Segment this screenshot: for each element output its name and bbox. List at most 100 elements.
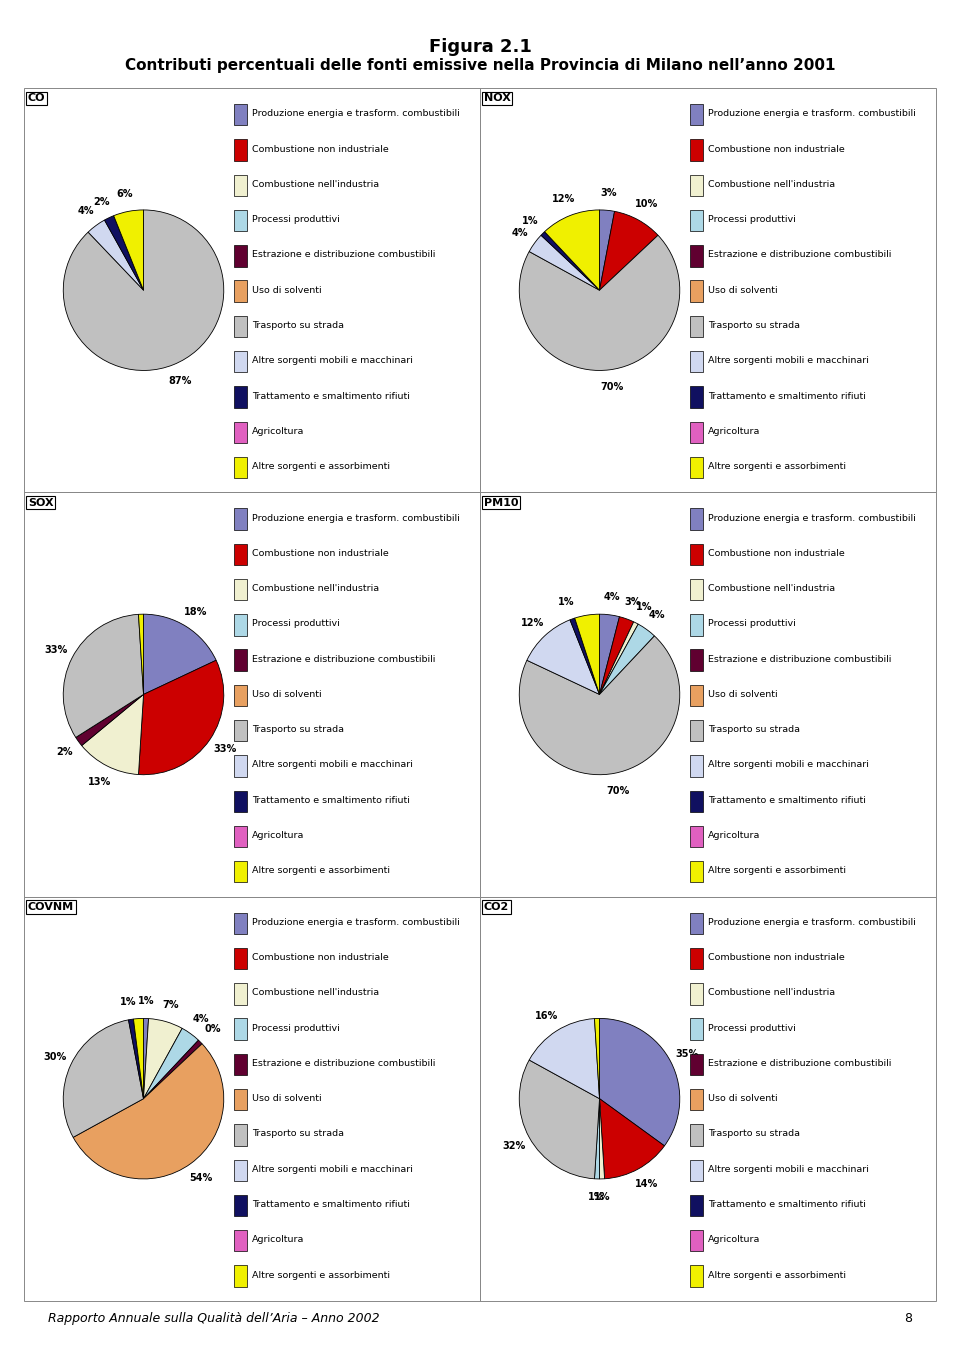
Wedge shape	[519, 635, 680, 775]
Text: 4%: 4%	[77, 206, 94, 217]
Text: Altre sorgenti mobili e macchinari: Altre sorgenti mobili e macchinari	[708, 356, 869, 366]
Text: SOX: SOX	[28, 497, 54, 508]
Wedge shape	[63, 1020, 144, 1137]
Text: Combustione non industriale: Combustione non industriale	[708, 953, 845, 962]
Wedge shape	[570, 618, 599, 694]
Text: Combustione nell'industria: Combustione nell'industria	[708, 584, 835, 593]
Wedge shape	[594, 1019, 600, 1099]
Bar	[689, 948, 703, 969]
Bar	[689, 1054, 703, 1075]
Text: Trasporto su strada: Trasporto su strada	[252, 725, 344, 734]
Wedge shape	[544, 210, 600, 290]
Bar	[689, 245, 703, 267]
Wedge shape	[527, 619, 599, 694]
Text: Altre sorgenti mobili e macchinari: Altre sorgenti mobili e macchinari	[708, 1165, 869, 1173]
Bar	[234, 280, 247, 302]
Text: Trattamento e smaltimento rifiuti: Trattamento e smaltimento rifiuti	[252, 392, 410, 401]
Text: 1%: 1%	[636, 602, 652, 612]
Text: 18%: 18%	[184, 607, 207, 617]
Bar	[689, 1089, 703, 1110]
Text: 70%: 70%	[607, 786, 630, 795]
Text: Estrazione e distribuzione combustibili: Estrazione e distribuzione combustibili	[252, 1058, 436, 1068]
Bar	[689, 1195, 703, 1217]
Text: 13%: 13%	[87, 776, 110, 787]
Text: Estrazione e distribuzione combustibili: Estrazione e distribuzione combustibili	[708, 1058, 892, 1068]
Text: Trattamento e smaltimento rifiuti: Trattamento e smaltimento rifiuti	[708, 795, 866, 805]
Text: Trasporto su strada: Trasporto su strada	[708, 725, 800, 734]
Bar	[234, 720, 247, 741]
Bar	[234, 140, 247, 161]
Text: 12%: 12%	[521, 618, 544, 629]
Bar	[234, 790, 247, 812]
Bar	[689, 1230, 703, 1252]
Bar	[689, 720, 703, 741]
Wedge shape	[105, 215, 144, 290]
Text: NOX: NOX	[484, 93, 511, 103]
Text: Trattamento e smaltimento rifiuti: Trattamento e smaltimento rifiuti	[708, 1201, 866, 1209]
Text: 30%: 30%	[43, 1051, 66, 1062]
Bar	[234, 649, 247, 671]
Wedge shape	[599, 1019, 680, 1146]
Wedge shape	[144, 1028, 199, 1099]
Text: Altre sorgenti e assorbimenti: Altre sorgenti e assorbimenti	[708, 866, 846, 875]
Bar	[689, 825, 703, 847]
Bar	[689, 421, 703, 443]
Bar	[234, 1019, 247, 1039]
Text: Combustione non industriale: Combustione non industriale	[708, 549, 845, 558]
Text: Processi produttivi: Processi produttivi	[252, 1023, 340, 1033]
Text: Processi produttivi: Processi produttivi	[252, 619, 340, 629]
Text: Produzione energia e trasform. combustibili: Produzione energia e trasform. combustib…	[252, 110, 460, 118]
Text: 1%: 1%	[120, 997, 136, 1007]
Text: Altre sorgenti e assorbimenti: Altre sorgenti e assorbimenti	[708, 462, 846, 472]
Bar	[689, 543, 703, 565]
Bar	[234, 825, 247, 847]
Text: Agricoltura: Agricoltura	[252, 1236, 304, 1244]
Wedge shape	[529, 236, 599, 290]
Text: 2%: 2%	[93, 196, 109, 207]
Text: Uso di solventi: Uso di solventi	[708, 1095, 778, 1103]
Text: PM10: PM10	[484, 497, 518, 508]
Text: 4%: 4%	[604, 592, 620, 602]
Wedge shape	[599, 617, 634, 694]
Text: Combustione nell'industria: Combustione nell'industria	[708, 988, 835, 997]
Text: Produzione energia e trasform. combustibili: Produzione energia e trasform. combustib…	[708, 514, 916, 523]
Text: Combustione non industriale: Combustione non industriale	[708, 145, 845, 153]
Wedge shape	[82, 694, 144, 775]
Text: Altre sorgenti mobili e macchinari: Altre sorgenti mobili e macchinari	[252, 1165, 413, 1173]
Text: Altre sorgenti e assorbimenti: Altre sorgenti e assorbimenti	[252, 866, 390, 875]
Bar	[689, 1019, 703, 1039]
Bar	[234, 421, 247, 443]
Text: Altre sorgenti e assorbimenti: Altre sorgenti e assorbimenti	[252, 462, 390, 472]
Text: 8: 8	[904, 1312, 912, 1325]
Text: 35%: 35%	[675, 1049, 698, 1060]
Wedge shape	[599, 210, 614, 290]
Text: Uso di solventi: Uso di solventi	[252, 690, 322, 699]
Text: Agricoltura: Agricoltura	[708, 1236, 760, 1244]
Text: Altre sorgenti e assorbimenti: Altre sorgenti e assorbimenti	[252, 1271, 390, 1279]
Text: Trattamento e smaltimento rifiuti: Trattamento e smaltimento rifiuti	[708, 392, 866, 401]
Text: 70%: 70%	[600, 382, 623, 393]
Text: 12%: 12%	[552, 194, 575, 205]
Bar	[689, 984, 703, 1004]
Wedge shape	[143, 1019, 149, 1099]
Wedge shape	[63, 210, 224, 370]
Wedge shape	[129, 1019, 144, 1099]
Wedge shape	[519, 1060, 599, 1179]
Bar	[689, 1266, 703, 1287]
Bar	[689, 579, 703, 600]
Text: Uso di solventi: Uso di solventi	[252, 286, 322, 294]
Text: Combustione non industriale: Combustione non industriale	[252, 549, 389, 558]
Text: Altre sorgenti mobili e macchinari: Altre sorgenti mobili e macchinari	[708, 760, 869, 770]
Text: Produzione energia e trasform. combustibili: Produzione energia e trasform. combustib…	[252, 917, 460, 927]
Bar	[689, 316, 703, 337]
Text: Uso di solventi: Uso di solventi	[252, 1095, 322, 1103]
Bar	[689, 210, 703, 232]
Text: Uso di solventi: Uso di solventi	[708, 690, 778, 699]
Text: 1%: 1%	[522, 215, 539, 226]
Bar	[689, 280, 703, 302]
Wedge shape	[144, 1041, 202, 1099]
Text: 87%: 87%	[168, 377, 192, 386]
Bar	[234, 1054, 247, 1075]
Text: Trattamento e smaltimento rifiuti: Trattamento e smaltimento rifiuti	[252, 795, 410, 805]
Wedge shape	[88, 220, 144, 290]
